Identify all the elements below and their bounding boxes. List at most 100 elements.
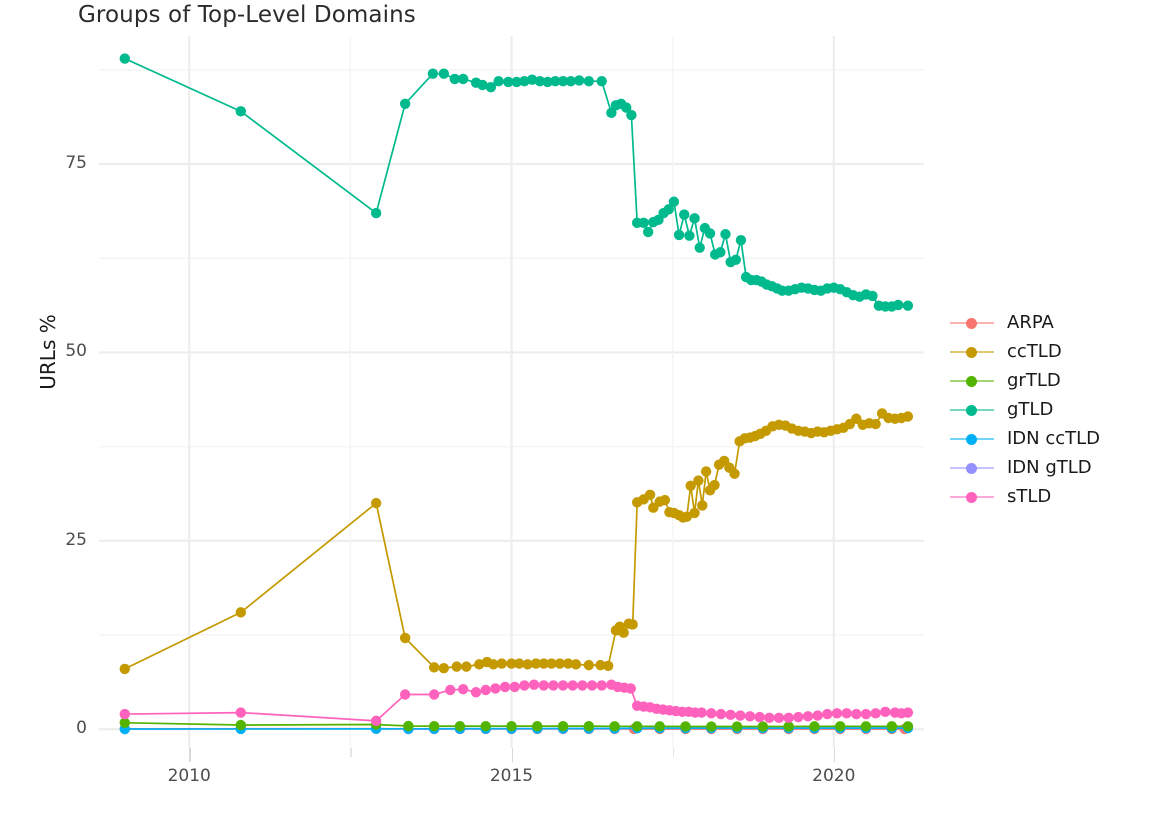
data-point <box>427 68 439 79</box>
legend-item-idn-gtld[interactable]: IDN gTLD <box>950 453 1100 482</box>
data-point <box>663 204 674 215</box>
data-point <box>694 242 705 253</box>
data-point <box>773 712 785 724</box>
data-point <box>519 680 530 691</box>
x-tick-2015: 2015 <box>489 766 534 786</box>
data-point <box>506 720 517 732</box>
data-point <box>573 75 585 86</box>
legend-label: gTLD <box>1007 399 1054 420</box>
data-point <box>609 721 620 732</box>
data-point <box>809 721 820 732</box>
data-point <box>783 721 794 732</box>
data-point <box>548 680 559 691</box>
data-point <box>542 76 553 88</box>
x-tick-mark <box>833 748 836 762</box>
y-tick-50: 50 <box>65 341 87 362</box>
data-point <box>851 708 862 720</box>
data-point <box>485 82 497 93</box>
legend-label: grTLD <box>1007 370 1061 391</box>
data-point <box>509 681 520 693</box>
data-point <box>729 468 740 479</box>
data-point <box>399 689 411 700</box>
data-point <box>704 228 716 239</box>
data-point <box>438 662 450 674</box>
legend-label: IDN gTLD <box>1007 457 1092 478</box>
legend-swatch-icon <box>950 458 994 478</box>
data-point <box>595 659 606 671</box>
data-point <box>870 418 881 430</box>
data-point <box>550 76 561 87</box>
data-point <box>654 721 665 732</box>
data-point <box>577 680 588 691</box>
data-point <box>689 213 700 224</box>
legend-label: ccTLD <box>1007 341 1062 362</box>
x-minor-tick-mark <box>350 748 352 757</box>
legend-item-cctld[interactable]: ccTLD <box>950 337 1100 366</box>
data-point <box>715 247 726 258</box>
data-point <box>725 709 736 721</box>
data-point <box>119 663 130 675</box>
legend-dot-icon <box>966 317 977 329</box>
data-point <box>532 720 543 732</box>
data-point <box>567 680 578 691</box>
series-line <box>123 57 909 308</box>
data-point <box>235 707 246 718</box>
data-point <box>457 684 469 695</box>
legend-label: sTLD <box>1007 486 1052 507</box>
data-point <box>783 712 794 724</box>
data-point <box>668 196 680 207</box>
data-point <box>493 76 504 87</box>
data-point <box>235 719 246 731</box>
data-point <box>554 658 566 669</box>
legend-item-stld[interactable]: sTLD <box>950 482 1100 511</box>
legend-swatch-icon <box>950 487 994 507</box>
data-point <box>399 632 411 644</box>
data-point <box>625 683 636 694</box>
legend-item-gtld[interactable]: gTLD <box>950 395 1100 424</box>
data-point <box>642 226 654 238</box>
data-point <box>403 720 414 732</box>
data-point <box>445 684 456 696</box>
series-cctld <box>119 408 914 675</box>
data-point <box>680 721 691 732</box>
data-point <box>470 687 482 698</box>
legend-swatch-icon <box>950 400 994 420</box>
data-point <box>679 209 690 220</box>
data-point <box>644 489 656 501</box>
data-point <box>627 619 638 630</box>
legend-swatch-icon <box>950 429 994 449</box>
data-point <box>522 659 533 670</box>
legend-item-idn-cctld[interactable]: IDN ccTLD <box>950 424 1100 453</box>
data-point <box>583 76 595 87</box>
data-point <box>812 710 823 721</box>
legend-swatch-icon <box>950 371 994 391</box>
plot-panel <box>99 36 924 748</box>
legend-item-arpa[interactable]: ARPA <box>950 308 1100 337</box>
data-point <box>893 299 904 311</box>
x-tick-mark <box>189 748 191 762</box>
data-point <box>886 721 897 732</box>
data-point <box>606 107 617 119</box>
data-point <box>902 411 914 422</box>
data-point <box>673 229 685 241</box>
data-point <box>793 711 804 723</box>
data-point <box>480 684 491 696</box>
y-tick-75: 75 <box>65 153 87 174</box>
legend-item-grtld[interactable]: grTLD <box>950 366 1100 395</box>
data-point <box>583 659 595 671</box>
data-point <box>880 706 891 718</box>
data-point <box>602 660 614 672</box>
data-point <box>731 721 743 732</box>
data-point <box>902 300 914 311</box>
data-point <box>860 708 872 720</box>
data-point <box>514 658 525 669</box>
data-point <box>583 720 595 732</box>
legend-dot-icon <box>966 346 977 358</box>
data-point <box>530 658 542 669</box>
chart-title: Groups of Top-Level Domains <box>78 2 416 28</box>
data-point <box>586 680 598 691</box>
data-point <box>860 721 872 732</box>
gridlines <box>99 36 924 748</box>
data-point <box>685 480 696 491</box>
